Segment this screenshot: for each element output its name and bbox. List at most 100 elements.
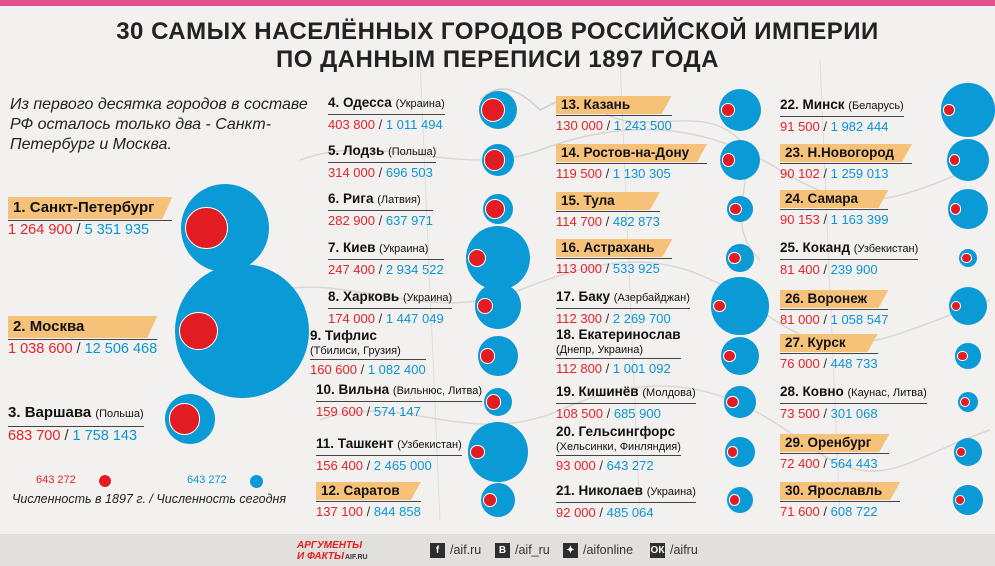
population-now: 2 465 000 [373, 458, 432, 473]
city-name-text: Ташкент [337, 436, 394, 451]
city-13-name: 13. Казань [556, 96, 672, 114]
population-1897: 90 153 [780, 212, 820, 227]
number-separator: / [375, 262, 386, 277]
social-vk[interactable]: B/aif_ru [495, 540, 550, 560]
svg-text:И ФАКТЫ: И ФАКТЫ [297, 551, 345, 562]
city-name-text: Николаев [578, 483, 643, 498]
city-7-1897-circle [467, 248, 487, 268]
population-1897: 403 800 [328, 117, 375, 132]
population-now: 5 351 935 [84, 222, 150, 238]
city-country: (Украина) [379, 243, 429, 255]
social-facebook[interactable]: f/aif.ru [430, 540, 481, 560]
social-ok[interactable]: ОК/aifru [650, 540, 698, 560]
city-rank: 19. [556, 384, 575, 399]
city-16: 16. Астрахань 113 000 / 533 925 [556, 239, 673, 277]
city-3-name: 3. Варшава (Польша) [8, 402, 144, 425]
number-separator: / [602, 261, 613, 276]
city-26-1897-circle [950, 300, 962, 312]
population-now: 448 733 [830, 356, 878, 371]
population-now: 1 758 143 [72, 428, 138, 444]
twitter-icon: ✦ [563, 542, 578, 558]
city-rank: 29. [785, 435, 804, 450]
city-23-name: 23. Н.Новогород [780, 144, 912, 162]
population-1897: 683 700 [8, 428, 61, 444]
aif-logo[interactable]: АРГУМЕНТЫ И ФАКТЫ AIF.RU [295, 538, 395, 562]
city-rank: 27. [785, 335, 804, 350]
population-1897: 156 400 [316, 458, 363, 473]
city-17-name: 17. Баку (Азербайджан) [556, 288, 690, 307]
social-twitter[interactable]: ✦ /aifonline [563, 540, 633, 560]
population-1897: 160 600 [310, 362, 357, 377]
number-separator: / [602, 311, 613, 326]
city-name-text: Киев [343, 240, 376, 255]
number-separator: / [363, 458, 374, 473]
population-now: 533 925 [612, 261, 660, 276]
population-now: 696 503 [385, 165, 433, 180]
city-10: 10. Вильна (Вильнюс, Литва) 159 600 / 574… [316, 381, 483, 420]
number-separator: / [603, 118, 614, 133]
social-vk-handle: /aif_ru [515, 543, 550, 557]
city-name-text: Курск [807, 335, 846, 350]
city-2: 2. Москва 1 038 600 / 12 506 468 [8, 316, 158, 358]
city-rank: 10. [316, 382, 335, 397]
city-28-numbers: 73 500 / 301 068 [780, 403, 927, 422]
city-6: 6. Рига (Латвия) 282 900 / 637 971 [328, 190, 433, 229]
city-rank: 1. [13, 199, 26, 216]
city-13-numbers: 130 000 / 1 243 500 [556, 115, 672, 134]
population-1897: 174 000 [328, 311, 375, 326]
city-name-text: Казань [583, 97, 631, 112]
population-1897: 73 500 [780, 406, 820, 421]
population-now: 1 130 305 [612, 166, 671, 181]
city-23: 23. Н.Новогород 90 102 / 1 259 013 [780, 144, 912, 182]
svg-text:АРГУМЕНТЫ: АРГУМЕНТЫ [296, 540, 363, 551]
number-separator: / [819, 356, 831, 371]
population-now: 1 011 494 [385, 117, 443, 132]
city-29: 29. Оренбург 72 400 / 564 443 [780, 434, 890, 472]
population-1897: 92 000 [556, 505, 596, 520]
city-9-name: 9. Тифлис [310, 327, 426, 345]
population-1897: 93 000 [556, 458, 596, 473]
population-now: 12 506 468 [84, 341, 158, 357]
city-28: 28. Ковно (Каунас, Литва) 73 500 / 301 06… [780, 383, 927, 422]
city-rank: 6. [328, 191, 340, 206]
population-1897: 113 000 [556, 261, 603, 276]
city-rank: 22. [780, 97, 799, 112]
city-rank: 12. [321, 483, 340, 498]
number-separator: / [819, 406, 831, 421]
city-29-numbers: 72 400 / 564 443 [780, 453, 890, 472]
city-29-name: 29. Оренбург [780, 434, 889, 452]
legend-present-circle [250, 475, 263, 488]
title-line-1: 30 САМЫХ НАСЕЛЁННЫХ ГОРОДОВ РОССИЙСКОЙ И… [116, 18, 879, 45]
page-title: 30 САМЫХ НАСЕЛЁННЫХ ГОРОДОВ РОССИЙСКОЙ И… [0, 18, 995, 74]
city-2-name: 2. Москва [8, 316, 157, 338]
population-1897: 1 264 900 [8, 222, 73, 238]
city-19-numbers: 108 500 / 685 900 [556, 403, 696, 422]
city-name-text: Баку [578, 289, 611, 304]
city-name-text: Кишинёв [578, 384, 639, 399]
city-25-name: 25. Коканд (Узбекистан) [780, 239, 918, 258]
city-rank: 7. [328, 240, 340, 255]
number-separator: / [375, 213, 386, 228]
top-accent-bar [0, 0, 995, 6]
title-line-2: ПО ДАННЫМ ПЕРЕПИСИ 1897 ГОДА [276, 46, 719, 73]
city-12-name: 12. Саратов [316, 482, 421, 500]
city-name-text: Санкт-Петербург [29, 199, 155, 216]
city-25: 25. Коканд (Узбекистан) 81 400 / 239 900 [780, 239, 919, 278]
number-separator: / [603, 406, 614, 421]
city-20-subtitle: (Хельсинки, Финляндия) [556, 441, 681, 453]
city-16-name: 16. Астрахань [556, 239, 672, 257]
city-8-numbers: 174 000 / 1 447 049 [328, 308, 453, 327]
legend-past-value: 643 272 [36, 474, 76, 486]
population-now: 1 163 399 [830, 212, 889, 227]
city-20-1897-circle [726, 446, 739, 458]
population-now: 2 269 700 [612, 311, 671, 326]
legend-past-circle [98, 474, 112, 488]
city-19-name: 19. Кишинёв (Молдова) [556, 383, 696, 402]
vk-icon: B [495, 542, 510, 558]
city-13-1897-circle [720, 103, 735, 117]
city-rank: 30. [785, 483, 804, 498]
city-20: 20. Гельсингфорс (Хельсинки, Финляндия) 93… [556, 423, 681, 474]
city-25-numbers: 81 400 / 239 900 [780, 259, 919, 278]
population-now: 1 243 500 [613, 118, 672, 133]
city-17: 17. Баку (Азербайджан) 112 300 / 2 269 70… [556, 288, 690, 327]
